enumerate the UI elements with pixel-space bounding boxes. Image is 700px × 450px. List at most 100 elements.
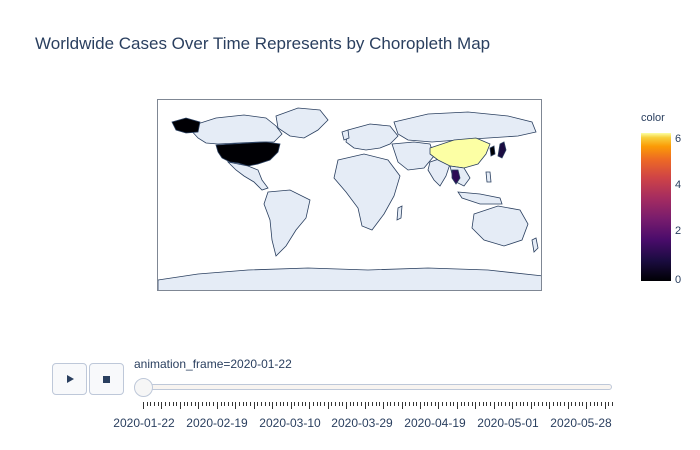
slider-tick (549, 402, 551, 409)
slider-tick (589, 402, 591, 406)
slider-tick (301, 402, 303, 406)
slider-tick (431, 402, 433, 406)
slider-tick (283, 402, 285, 406)
slider-tick (272, 402, 274, 409)
antarctica-shape (158, 267, 541, 290)
slider-tick (527, 402, 529, 406)
slider-tick (497, 402, 499, 406)
europe-shape (345, 123, 399, 151)
slider-tick (143, 402, 144, 409)
slider-tick (571, 402, 573, 406)
slider-tick (231, 402, 233, 406)
slider-tick (534, 402, 536, 406)
slider-tick (331, 402, 333, 406)
slider-tick (213, 402, 215, 406)
slider-tick (427, 402, 429, 406)
colorbar-tick: 2 (675, 225, 682, 237)
slider-rail[interactable] (134, 384, 612, 390)
slider-ticks (143, 402, 613, 410)
slider-tick (578, 402, 580, 406)
russia-shape (393, 111, 537, 143)
play-button[interactable] (52, 363, 87, 395)
slider-tick (168, 402, 170, 406)
slider-tick (264, 402, 266, 406)
slider-tick-label[interactable]: 2020-04-19 (404, 416, 466, 430)
slider-tick (597, 402, 599, 406)
slider-tick (368, 402, 370, 406)
slider-tick (438, 402, 440, 409)
slider-tick (371, 402, 373, 406)
slider-tick (165, 402, 167, 406)
slider-tick-label[interactable]: 2020-03-29 (331, 416, 393, 430)
slider-tick (305, 402, 307, 406)
slider-tick (224, 402, 226, 406)
slider-tick-label[interactable]: 2020-05-28 (550, 416, 612, 430)
slider-tick (515, 402, 517, 406)
slider-tick (202, 402, 204, 406)
slider-tick (198, 402, 200, 409)
slider-tick (261, 402, 263, 406)
greenland-shape (275, 107, 329, 139)
south-america-shape (263, 189, 311, 257)
slider-tick (449, 402, 451, 406)
slider-tick (346, 402, 348, 409)
slider-tick (323, 402, 325, 406)
alaska-shape (171, 117, 201, 134)
indonesia-shape (457, 191, 503, 205)
slider-handle[interactable] (134, 378, 153, 397)
slider-tick (538, 402, 540, 406)
slider-tick (386, 402, 388, 406)
slider-tick (604, 402, 606, 409)
slider-tick (357, 402, 359, 406)
slider-tick (586, 402, 588, 409)
slider-tick (479, 402, 481, 406)
slider-tick (216, 402, 218, 409)
slider-tick (519, 402, 521, 406)
slider-tick (600, 402, 602, 406)
canada-shape (187, 114, 283, 145)
slider-tick (338, 402, 340, 406)
slider-tick (320, 402, 322, 406)
colorbar-tick: 4 (675, 179, 682, 191)
slider-tick (342, 402, 344, 406)
slider-tick (486, 402, 488, 406)
slider-tick (246, 402, 248, 406)
mexico-shape (226, 161, 269, 191)
slider-tick (545, 402, 547, 406)
slider-tick (349, 402, 351, 406)
slider-tick-label[interactable]: 2020-02-19 (186, 416, 248, 430)
slider-tick (172, 402, 174, 406)
slider-tick (464, 402, 466, 406)
stop-button[interactable] (89, 363, 124, 395)
slider-tick (471, 402, 473, 406)
slider-tick (220, 402, 222, 406)
slider-tick (179, 402, 181, 409)
slider-tick (205, 402, 207, 406)
united-states-shape (215, 141, 281, 167)
slider-tick (482, 402, 484, 406)
stop-icon (103, 375, 110, 383)
slider-tick (353, 402, 355, 406)
slider-tick-label[interactable]: 2020-05-01 (477, 416, 539, 430)
slider-tick (512, 402, 514, 409)
slider-tick (183, 402, 185, 406)
slider-tick (187, 402, 189, 406)
slider-tick (582, 402, 584, 406)
slider-tick (312, 402, 314, 406)
slider-tick (176, 402, 178, 406)
slider-tick (460, 402, 462, 406)
slider-tick (405, 402, 407, 406)
choropleth-map[interactable] (157, 99, 542, 291)
play-icon (66, 375, 74, 383)
colorbar-title: color (641, 112, 665, 124)
slider-tick-label[interactable]: 2020-01-22 (113, 416, 175, 430)
slider-tick (412, 402, 414, 406)
china-shape (429, 137, 491, 169)
slider-tick (275, 402, 277, 406)
slider-tick (294, 402, 296, 406)
slider-tick-label[interactable]: 2020-03-10 (259, 416, 321, 430)
slider-tick (383, 402, 385, 409)
slider-tick (508, 402, 510, 406)
slider-tick (194, 402, 196, 406)
slider-tick (257, 402, 259, 406)
